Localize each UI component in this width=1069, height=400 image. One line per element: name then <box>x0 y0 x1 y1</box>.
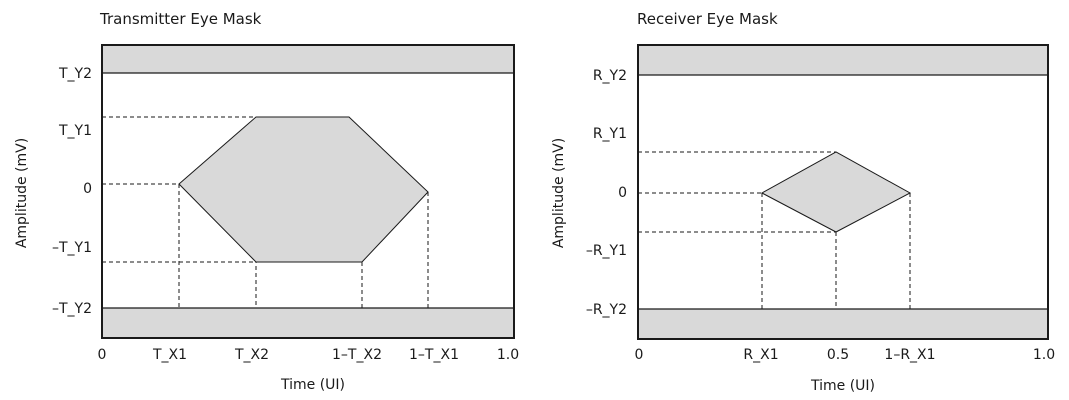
transmitter-xtick-label: T_X2 <box>234 347 269 363</box>
receiver-bottom-mask <box>638 309 1048 339</box>
transmitter-ytick-label: T_Y2 <box>58 66 92 82</box>
receiver-ytick-label: –R_Y2 <box>586 302 627 318</box>
transmitter-xtick-label: 0 <box>98 347 107 363</box>
receiver-panel: Receiver Eye Mask R_Y2 R_Y1 0 –R_Y1 –R_Y… <box>551 10 1055 394</box>
receiver-xtick-label: 0 <box>635 347 644 363</box>
receiver-xtick-label: 0.5 <box>827 347 849 363</box>
receiver-ytick-label: 0 <box>618 185 627 201</box>
transmitter-frame <box>101 44 515 339</box>
receiver-yaxis-title: Amplitude (mV) <box>551 138 567 248</box>
transmitter-hexagon-mask <box>178 116 429 263</box>
receiver-diamond-mask <box>760 151 912 233</box>
receiver-xtick-label: 1.0 <box>1033 347 1055 363</box>
transmitter-ytick-label: –T_Y1 <box>52 240 92 256</box>
transmitter-ytick-label: –T_Y2 <box>52 301 92 317</box>
receiver-ytick-label: –R_Y1 <box>586 243 627 259</box>
receiver-xtick-label: R_X1 <box>743 347 778 363</box>
transmitter-ytick-label: T_Y1 <box>58 123 92 139</box>
receiver-xaxis-title: Time (UI) <box>810 378 875 394</box>
receiver-ytick-label: R_Y1 <box>593 126 627 142</box>
receiver-top-mask <box>638 45 1048 75</box>
receiver-guide-lines <box>638 151 911 309</box>
transmitter-panel: Transmitter Eye Mask T_Y2 T_Y1 0 –T_Y1 –… <box>14 10 519 393</box>
transmitter-title: Transmitter Eye Mask <box>99 10 262 28</box>
transmitter-yaxis-title: Amplitude (mV) <box>14 138 30 248</box>
transmitter-bottom-mask <box>102 308 514 338</box>
receiver-ytick-label: R_Y2 <box>593 68 627 84</box>
transmitter-xtick-label: 1–T_X2 <box>332 347 382 363</box>
transmitter-top-mask <box>102 45 514 73</box>
transmitter-xtick-label: 1.0 <box>497 347 519 363</box>
transmitter-xtick-label: 1–T_X1 <box>409 347 459 363</box>
receiver-frame <box>637 44 1049 340</box>
receiver-xtick-label: 1–R_X1 <box>884 347 935 363</box>
transmitter-xtick-label: T_X1 <box>152 347 187 363</box>
transmitter-ytick-label: 0 <box>83 181 92 197</box>
receiver-title: Receiver Eye Mask <box>637 10 778 28</box>
transmitter-xaxis-title: Time (UI) <box>280 377 345 393</box>
